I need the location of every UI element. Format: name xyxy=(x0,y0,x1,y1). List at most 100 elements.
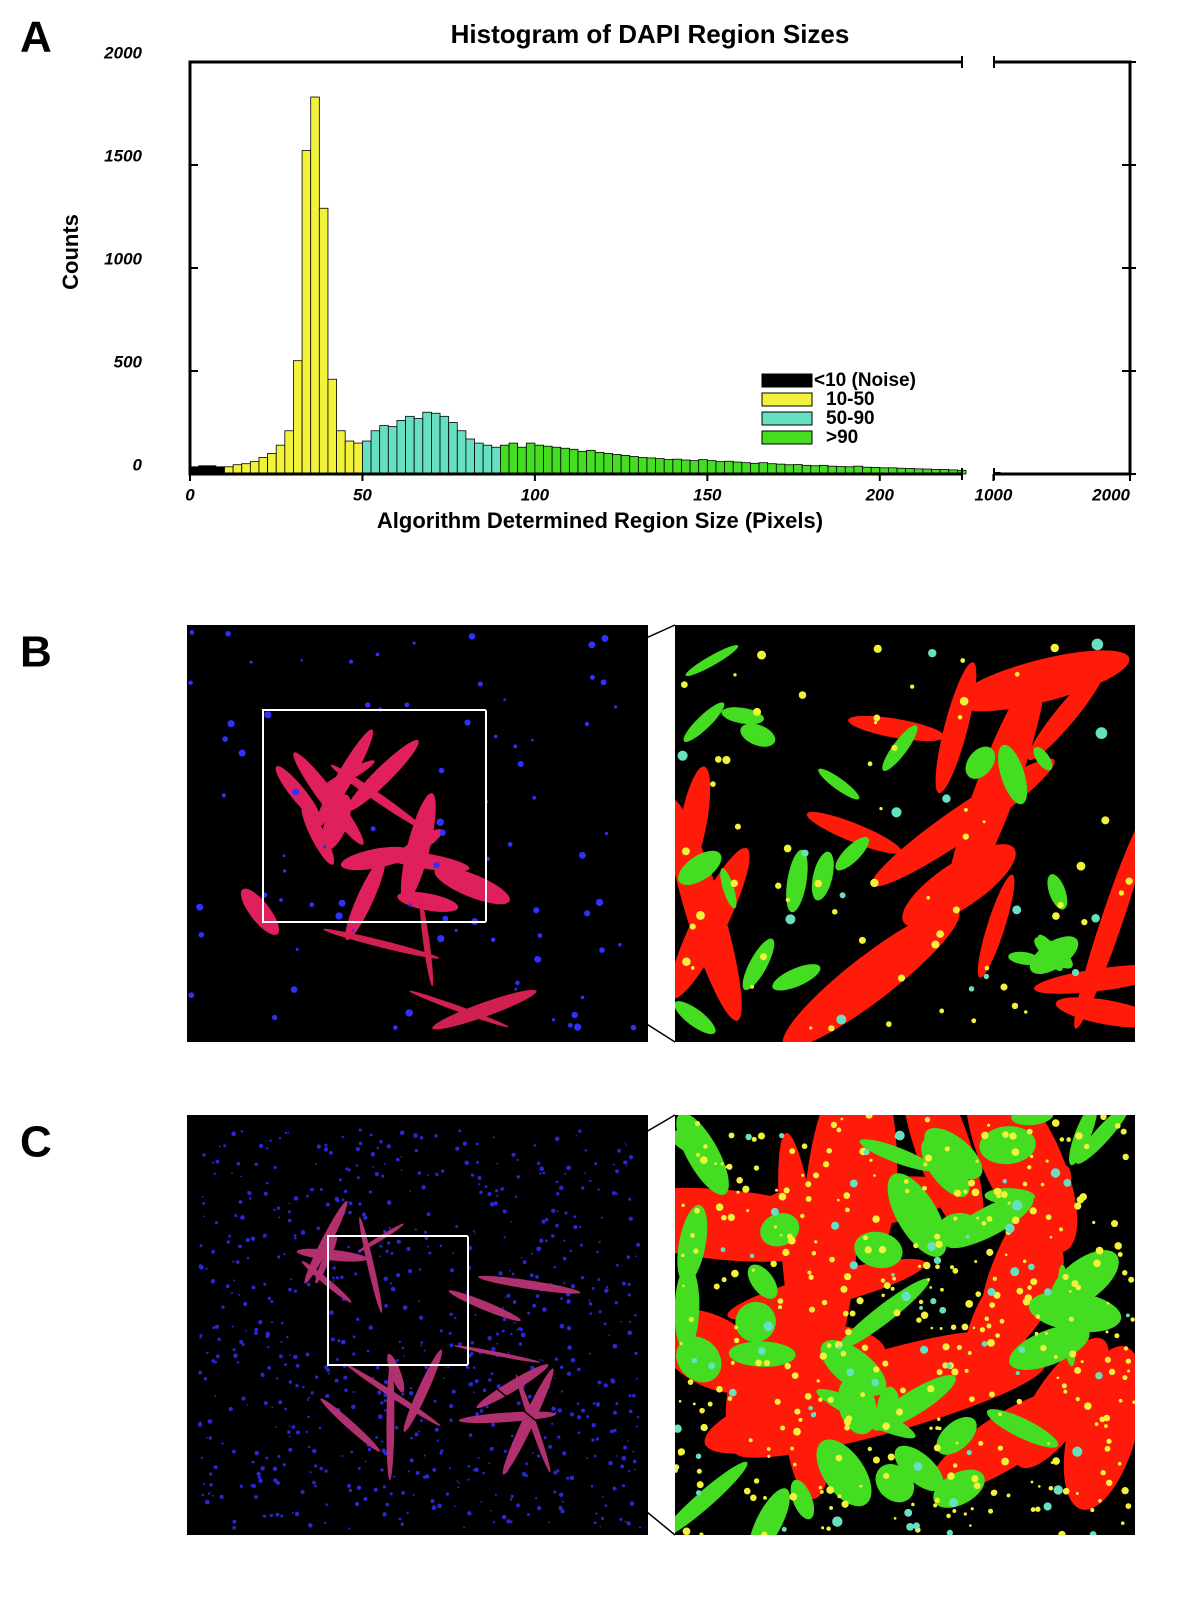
speck xyxy=(467,1464,471,1468)
speck xyxy=(858,936,866,944)
speck xyxy=(745,1133,752,1141)
speck xyxy=(588,641,596,649)
speck xyxy=(363,1496,368,1501)
speck xyxy=(982,820,986,824)
speck xyxy=(636,1377,638,1380)
speck xyxy=(942,794,951,803)
speck xyxy=(566,1325,572,1331)
speck xyxy=(265,1334,270,1339)
speck xyxy=(972,1326,976,1330)
cell xyxy=(432,989,537,1030)
speck xyxy=(417,1171,422,1175)
speck xyxy=(750,1494,757,1502)
speck xyxy=(1090,1507,1095,1513)
speck xyxy=(579,1225,582,1229)
speck xyxy=(930,1326,934,1330)
speck xyxy=(952,1463,958,1468)
speck xyxy=(506,1293,511,1298)
speck xyxy=(284,1407,287,1411)
speck xyxy=(514,1195,518,1198)
speck xyxy=(575,1134,578,1137)
speck xyxy=(1076,861,1086,871)
speck xyxy=(826,1486,835,1494)
speck xyxy=(688,1316,694,1322)
speck xyxy=(503,1236,506,1239)
speck xyxy=(273,1478,278,1483)
speck xyxy=(996,1193,1001,1199)
cell xyxy=(921,1138,970,1198)
speck xyxy=(804,1392,812,1400)
speck xyxy=(890,1286,895,1291)
speck xyxy=(355,1164,359,1167)
speck xyxy=(278,1400,283,1405)
speck xyxy=(556,1210,559,1213)
speck xyxy=(626,1521,631,1526)
speck xyxy=(917,1264,922,1268)
speck xyxy=(872,1456,880,1464)
speck xyxy=(531,1451,534,1454)
speck xyxy=(198,1370,202,1375)
speck xyxy=(632,1450,635,1453)
speck xyxy=(354,1272,358,1276)
speck xyxy=(510,1221,513,1223)
speck xyxy=(383,1229,387,1234)
speck xyxy=(352,1352,356,1356)
speck xyxy=(590,1484,594,1488)
speck xyxy=(260,1372,265,1377)
speck xyxy=(933,1444,941,1452)
speck xyxy=(1029,1207,1037,1215)
speck xyxy=(506,1519,511,1524)
bar xyxy=(499,444,510,475)
speck xyxy=(567,1345,572,1350)
speck xyxy=(946,1529,953,1535)
speck xyxy=(617,1148,621,1153)
speck xyxy=(784,1362,791,1370)
speck xyxy=(225,1284,230,1289)
speck xyxy=(626,1255,631,1259)
speck xyxy=(315,1375,319,1379)
speck xyxy=(722,755,731,765)
speck xyxy=(554,1136,560,1142)
speck xyxy=(1059,1137,1065,1142)
speck xyxy=(612,1163,615,1166)
bar xyxy=(258,457,269,475)
speck xyxy=(615,1192,618,1195)
speck xyxy=(845,1207,850,1213)
speck xyxy=(584,1172,586,1175)
legend-label: >90 xyxy=(826,427,858,448)
speck xyxy=(757,1132,766,1140)
speck xyxy=(1005,1223,1015,1234)
speck xyxy=(882,1422,890,1431)
speck xyxy=(368,1325,374,1330)
speck xyxy=(961,1323,969,1331)
speck xyxy=(233,1279,236,1282)
bar xyxy=(249,461,260,475)
speck xyxy=(819,1352,827,1360)
speck xyxy=(373,1487,378,1492)
speck xyxy=(839,892,846,899)
speck xyxy=(800,1213,805,1219)
speck xyxy=(1012,905,1022,915)
speck xyxy=(927,1278,931,1281)
speck xyxy=(1063,1179,1072,1187)
speck xyxy=(380,1468,384,1472)
speck xyxy=(468,1381,474,1387)
speck xyxy=(1114,1242,1122,1250)
speck xyxy=(1074,1366,1082,1374)
speck xyxy=(867,1446,872,1452)
speck xyxy=(634,1313,637,1317)
speck xyxy=(553,1490,557,1494)
y-tick-label: 1000 xyxy=(104,249,142,268)
speck xyxy=(821,1526,825,1530)
speck xyxy=(628,1320,631,1323)
speck xyxy=(393,1025,398,1030)
speck xyxy=(623,1445,627,1450)
cell xyxy=(811,851,834,901)
speck xyxy=(354,1501,360,1507)
cell xyxy=(1034,964,1135,994)
speck xyxy=(809,1306,816,1313)
speck xyxy=(730,1360,735,1366)
speck xyxy=(288,1202,291,1205)
cell xyxy=(782,908,960,1042)
speck xyxy=(715,1203,724,1211)
